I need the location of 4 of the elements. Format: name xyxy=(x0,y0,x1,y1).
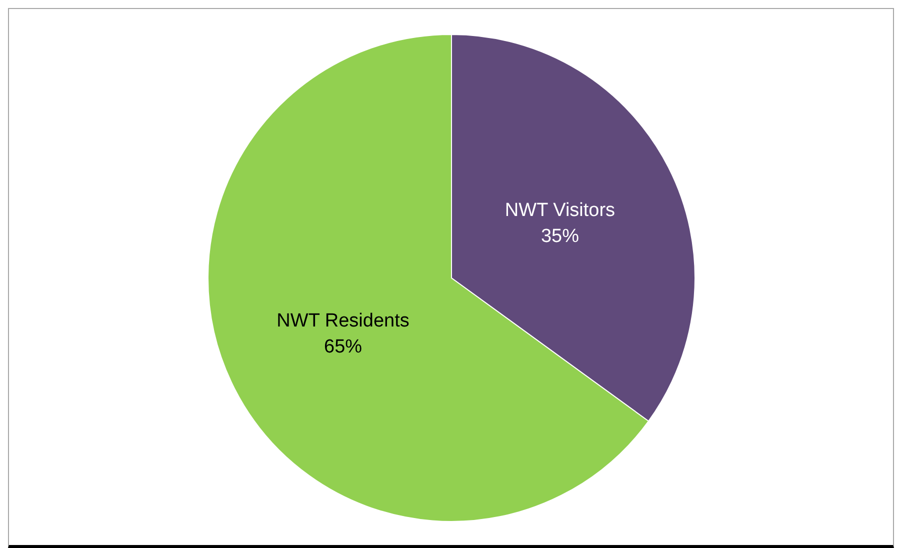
slice-label: NWT Residents xyxy=(276,310,410,332)
data-label: 65% xyxy=(324,336,362,358)
slice-label: NWT Visitors xyxy=(504,200,616,221)
data-label: 35% xyxy=(540,226,580,247)
